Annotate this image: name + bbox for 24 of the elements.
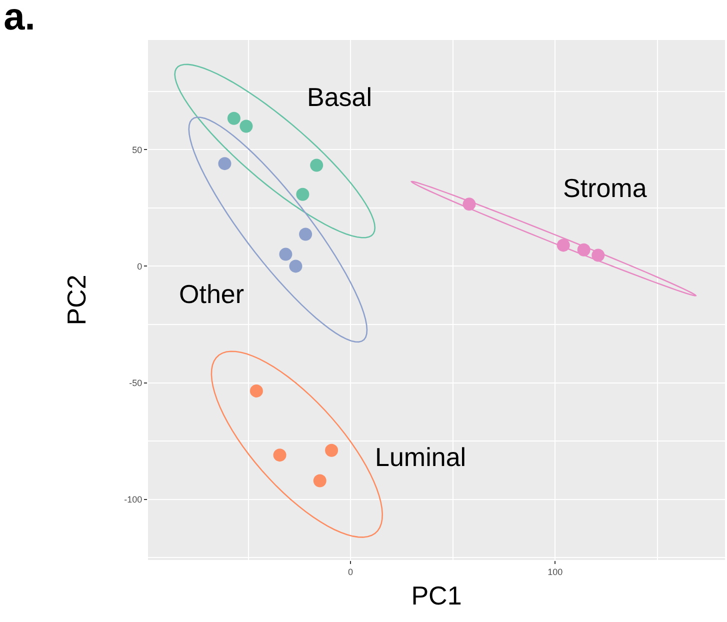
y-tick-label: -50	[129, 378, 142, 388]
x-axis-title: PC1	[411, 580, 462, 610]
series-label: Other	[179, 279, 244, 309]
point	[250, 384, 263, 398]
point	[279, 248, 292, 261]
chart-title: a.	[4, 0, 36, 39]
point	[299, 228, 312, 241]
y-tick-label: -100	[124, 494, 142, 505]
y-tick-label: 50	[132, 144, 142, 155]
point	[227, 112, 240, 125]
series-label: Stroma	[563, 173, 648, 203]
y-axis-title: PC2	[62, 274, 92, 326]
series-label: Luminal	[375, 442, 466, 472]
x-tick-label: 100	[548, 566, 563, 577]
y-tick-label: 0	[137, 261, 142, 272]
point	[325, 444, 338, 457]
series-label: Basal	[307, 82, 372, 112]
point	[240, 120, 253, 133]
point	[310, 158, 324, 172]
point	[313, 474, 326, 488]
point	[273, 448, 286, 462]
point	[218, 157, 232, 170]
point	[296, 188, 310, 201]
point	[289, 260, 302, 273]
